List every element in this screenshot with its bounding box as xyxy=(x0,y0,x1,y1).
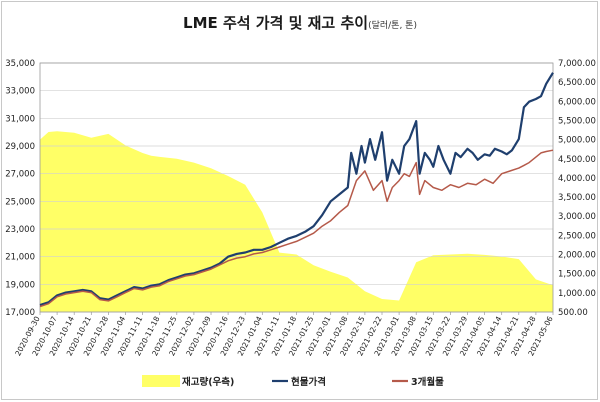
y-left-tick-label: 33,000 xyxy=(5,87,35,97)
y-left-tick-label: 35,000 xyxy=(5,59,35,69)
series-area-stock xyxy=(40,131,553,312)
y-right-tick-label: 1,500.00 xyxy=(558,270,596,280)
chart-subtitle: (달러/톤, 톤) xyxy=(368,21,417,31)
y-left-tick-label: 27,000 xyxy=(5,170,35,180)
y-left-tick-label: 31,000 xyxy=(5,114,35,124)
y-right-tick-label: 7,000.00 xyxy=(558,59,596,69)
legend-label-1: 현물가격 xyxy=(291,376,326,388)
y-right-tick-label: 2,500.00 xyxy=(558,231,596,241)
y-left-tick-label: 17,000 xyxy=(5,308,35,318)
y-right-tick-label: 6,500.00 xyxy=(558,78,596,88)
legend-label-2: 3개월물 xyxy=(411,376,444,388)
y-right-tick-label: 5,000.00 xyxy=(558,136,596,146)
chart-title: LME 주석 가격 및 재고 추이(달러/톤, 톤) xyxy=(0,12,600,33)
y-right-tick-label: 4,500.00 xyxy=(558,155,596,165)
legend-label-0: 재고량(우측) xyxy=(182,376,234,388)
y-right-tick-label: 1,000.00 xyxy=(558,289,596,299)
y-right-tick-label: 3,500.00 xyxy=(558,193,596,203)
y-left-tick-label: 25,000 xyxy=(5,197,35,207)
chart-title-main: LME 주석 가격 및 재고 추이 xyxy=(183,14,369,32)
series-line-1 xyxy=(39,149,554,308)
y-right-tick-label: 3,000.00 xyxy=(558,212,596,222)
y-left-tick-label: 29,000 xyxy=(5,142,35,152)
y-right-tick-label: 4,000.00 xyxy=(558,174,596,184)
series-line-0 xyxy=(39,72,554,307)
y-left-tick-label: 21,000 xyxy=(5,253,35,263)
legend-swatch-stock xyxy=(142,375,180,387)
y-right-tick-label: 5,500.00 xyxy=(558,116,596,126)
y-right-tick-label: 2,000.00 xyxy=(558,251,596,261)
y-left-tick-label: 23,000 xyxy=(5,225,35,235)
y-left-tick-label: 19,000 xyxy=(5,280,35,290)
y-right-tick-label: 6,000.00 xyxy=(558,97,596,107)
y-right-tick-label: 500.00 xyxy=(558,308,588,318)
